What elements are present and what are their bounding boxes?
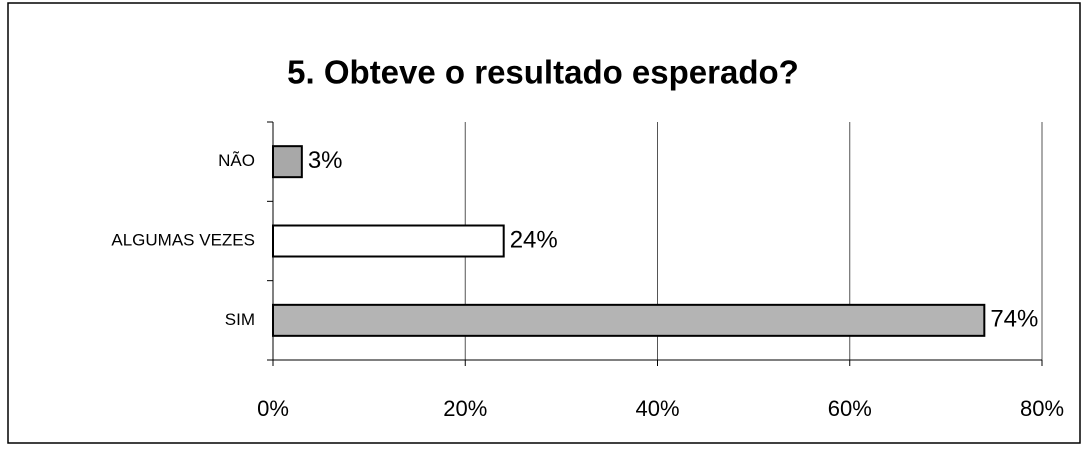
value-label: 74% — [990, 306, 1038, 333]
x-tick-label: 80% — [1020, 396, 1064, 421]
y-tick-label: NÃO — [218, 151, 255, 170]
bar — [272, 145, 303, 179]
value-label: 24% — [510, 226, 558, 253]
y-tick-label: ALGUMAS VEZES — [111, 230, 255, 249]
x-tick-label: 20% — [443, 396, 487, 421]
x-tick-label: 60% — [828, 396, 872, 421]
bar — [272, 303, 986, 337]
bar — [272, 224, 505, 258]
chart-title: 5. Obteve o resultado esperado? — [287, 54, 799, 91]
x-tick-label: 40% — [635, 396, 679, 421]
value-label: 3% — [308, 147, 343, 174]
chart-border — [7, 2, 1081, 444]
y-tick-label: SIM — [225, 310, 255, 329]
x-tick-label: 0% — [257, 396, 289, 421]
